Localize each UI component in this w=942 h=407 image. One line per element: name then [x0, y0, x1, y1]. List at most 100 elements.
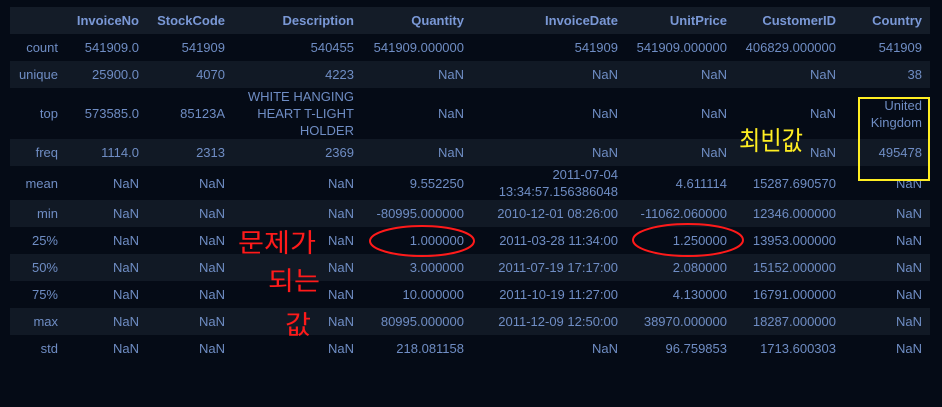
table-cell: 541909.000000 [636, 40, 727, 55]
table-cell: 96.759853 [665, 341, 727, 356]
row-label: 25% [31, 233, 58, 248]
table-cell: NaN [327, 206, 354, 221]
table-cell: 85123A [180, 106, 225, 121]
table-cell: 4.611114 [675, 175, 727, 191]
describe-table: InvoiceNo StockCode Description Quantity Inv… [10, 7, 930, 362]
table-cell: 2369 [325, 145, 354, 160]
table-cell: 541909.0 [84, 40, 139, 55]
table-row: top 573585.0 85123A WHITE HANGING HEART T-L… [10, 88, 930, 139]
column-header-description: Description [282, 13, 354, 28]
table-cell: NaN [112, 175, 139, 191]
table-cell: -11062.060000 [640, 206, 727, 221]
table-cell: NaN [112, 287, 139, 302]
table-cell: 10.000000 [402, 287, 464, 302]
table-row: count 541909.0 541909 540455 541909.000000 54… [10, 34, 930, 61]
table-cell: 9.552250 [409, 175, 464, 191]
row-label: 50% [31, 260, 58, 275]
table-row: std NaN NaN NaN 218.081158 NaN 96.759853 1713.6… [10, 335, 930, 362]
row-label: unique [18, 67, 58, 82]
table-cell: NaN [895, 175, 922, 191]
table-cell: 2011-07-19 17:17:00 [498, 260, 618, 275]
table-cell: 2011-07-04 13:34:57.156386048 [498, 167, 618, 199]
table-row: freq 1114.0 2313 2369 NaN NaN NaN NaN 495478 [10, 139, 930, 166]
table-cell: 18287.000000 [752, 314, 836, 329]
table-cell: 12346.000000 [752, 206, 836, 221]
table-cell: NaN [809, 67, 836, 82]
row-label: 75% [31, 287, 58, 302]
column-header-country: Country [872, 13, 922, 28]
table-cell: NaN [198, 206, 225, 221]
table-cell: NaN [895, 341, 922, 356]
table-cell: 4.130000 [672, 287, 727, 302]
table-cell: NaN [809, 106, 836, 121]
table-cell: NaN [112, 206, 139, 221]
table-cell: 25900.0 [92, 67, 139, 82]
column-header-invoicedate: InvoiceDate [545, 13, 618, 28]
table-cell: NaN [198, 260, 225, 275]
table-cell: NaN [327, 341, 354, 356]
table-cell: 540455 [310, 40, 354, 55]
table-cell: 4223 [325, 67, 354, 82]
column-header-invoiceno: InvoiceNo [76, 13, 139, 28]
table-cell: NaN [700, 67, 727, 82]
table-cell: NaN [895, 287, 922, 302]
table-cell: 15152.000000 [752, 260, 836, 275]
table-cell: NaN [327, 175, 354, 191]
table-cell: -80995.000000 [376, 206, 464, 221]
table-cell: 541909 [574, 40, 618, 55]
row-label: freq [35, 145, 58, 160]
table-cell: NaN [437, 106, 464, 121]
table-row: max NaN NaN NaN 80995.000000 2011-12-09 12:50… [10, 308, 930, 335]
table-cell: 406829.000000 [745, 40, 836, 55]
column-header-unitprice: UnitPrice [669, 13, 727, 28]
table-cell: 1.000000 [409, 233, 464, 248]
table-cell: NaN [591, 106, 618, 121]
row-label: max [33, 314, 58, 329]
table-cell: NaN [437, 145, 464, 160]
table-cell: NaN [327, 260, 354, 275]
table-cell: NaN [198, 287, 225, 302]
table-cell: 38970.000000 [643, 314, 727, 329]
table-cell: NaN [327, 233, 354, 248]
row-label: mean [25, 175, 58, 191]
table-cell: United Kingdom [870, 97, 922, 130]
table-cell: 2011-10-19 11:27:00 [499, 287, 618, 302]
table-cell: NaN [591, 145, 618, 160]
table-row: 25% NaN NaN NaN 1.000000 2011-03-28 11:34:00 1… [10, 227, 930, 254]
header-row: InvoiceNo StockCode Description Quantity Inv… [10, 7, 930, 34]
table-cell: NaN [112, 260, 139, 275]
table-cell: 573585.0 [84, 106, 139, 121]
table-cell: 2.080000 [672, 260, 727, 275]
column-header-quantity: Quantity [411, 13, 464, 28]
row-label: top [39, 106, 58, 121]
table-cell: 15287.690570 [752, 175, 836, 191]
table-cell: 1114.0 [101, 145, 139, 160]
table-cell: 2011-03-28 11:34:00 [499, 233, 618, 248]
table-cell: NaN [327, 314, 354, 329]
table-cell: NaN [700, 145, 727, 160]
table-cell: NaN [895, 206, 922, 221]
table-cell: 13953.000000 [752, 233, 836, 248]
table-cell: NaN [112, 341, 139, 356]
table-cell: 1713.600303 [760, 341, 836, 356]
column-header-index [10, 7, 66, 34]
table-cell: 2313 [196, 145, 225, 160]
table-cell: NaN [327, 287, 354, 302]
table-cell: 541909 [878, 40, 922, 55]
table-cell: NaN [437, 67, 464, 82]
table-cell: NaN [895, 233, 922, 248]
row-label: std [40, 341, 58, 356]
table-cell: NaN [112, 233, 139, 248]
table-cell: WHITE HANGING HEART T-LIGHT HOLDER [247, 89, 354, 138]
table-cell: NaN [809, 145, 836, 160]
table-row: unique 25900.0 4070 4223 NaN NaN NaN NaN 38 [10, 61, 930, 88]
table-row: min NaN NaN NaN -80995.000000 2010-12-01 08:2… [10, 200, 930, 227]
table-cell: NaN [198, 314, 225, 329]
column-header-stockcode: StockCode [157, 13, 225, 28]
table-cell: NaN [198, 233, 225, 248]
table-cell: 495478 [878, 145, 922, 160]
table-cell: 2010-12-01 08:26:00 [497, 206, 618, 221]
row-label: count [26, 40, 58, 55]
column-header-customerid: CustomerID [762, 13, 836, 28]
table-cell: 4070 [196, 67, 225, 82]
